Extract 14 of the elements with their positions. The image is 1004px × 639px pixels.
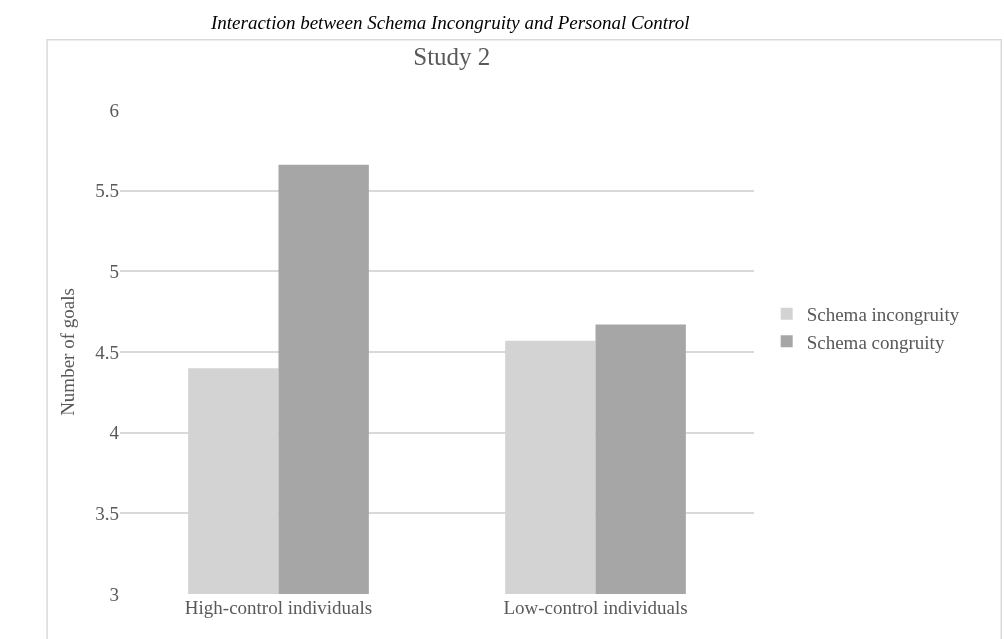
chart-subtitle: Study 2 [413, 43, 491, 71]
y-tick-label: 5 [109, 260, 119, 282]
y-tick-label: 3 [109, 583, 119, 605]
y-axis-title: Number of goals [57, 288, 79, 416]
y-tick-label: 4 [109, 422, 120, 444]
y-tick-label: 6 [109, 99, 119, 121]
x-tick-label: High-control individuals [184, 597, 373, 618]
legend-label: Schema congruity [806, 331, 945, 353]
legend-label: Schema incongruity [806, 304, 960, 326]
y-tick-label: 4.5 [95, 341, 119, 363]
y-tick-label: 5.5 [95, 180, 119, 202]
y-tick-label: 3.5 [95, 502, 119, 524]
chart-title: Interaction between Schema Incongruity and Personal Control [210, 12, 690, 33]
x-tick-label: Low-control individuals [503, 597, 688, 618]
